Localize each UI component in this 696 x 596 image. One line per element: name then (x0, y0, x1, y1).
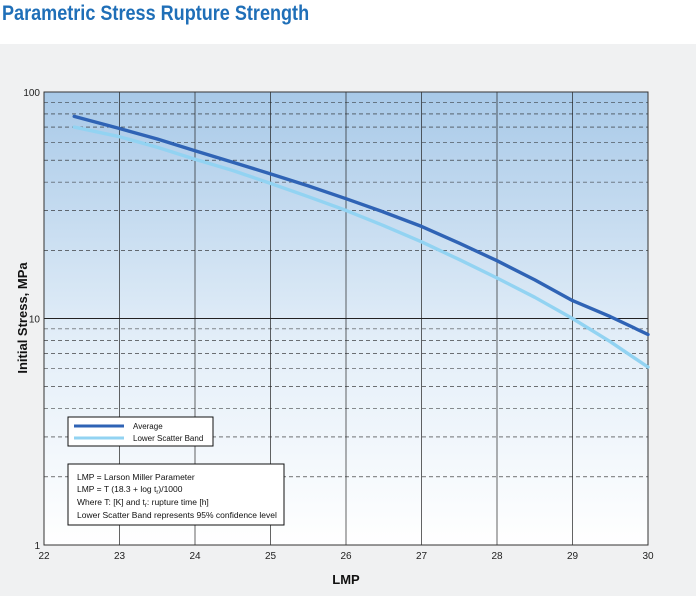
y-tick-label: 1 (34, 541, 40, 552)
page-title: Parametric Stress Rupture Strength (2, 2, 310, 25)
note-variables-b: : rupture time [h] (147, 497, 209, 507)
notes-box-frame (67, 463, 285, 526)
x-tick-label: 26 (340, 551, 352, 562)
legend-label-average: Average (133, 422, 163, 431)
x-tick-label: 30 (642, 551, 654, 562)
legend: Average Lower Scatter Band (67, 416, 214, 447)
y-axis-title: Initial Stress, MPa (15, 262, 30, 374)
legend-label-lower-scatter-band: Lower Scatter Band (133, 434, 203, 443)
note-lmp-definition: LMP = Larson Miller Parameter (77, 472, 195, 482)
x-axis-title: LMP (332, 572, 360, 587)
series-line-average (72, 114, 650, 337)
note-lmp-formula-b: )/1000 (158, 484, 182, 494)
series-lines (72, 114, 650, 369)
series-line-lower-scatter-band (72, 125, 650, 369)
note-lmp-formula: LMP = T (18.3 + log tr)/1000 (77, 484, 183, 496)
x-tick-label: 25 (265, 551, 277, 562)
x-tick-label: 22 (38, 551, 50, 562)
notes-box: LMP = Larson Miller Parameter LMP = T (1… (67, 463, 285, 526)
legend-box (67, 416, 214, 447)
x-tick-label: 29 (567, 551, 579, 562)
note-variables: Where T: [K] and tr: rupture time [h] (77, 497, 209, 509)
note-variables-a: Where T: [K] and t (77, 497, 146, 507)
plot-border (43, 91, 649, 546)
note-variables-sub: r (145, 503, 147, 509)
y-tick-label: 10 (29, 315, 41, 326)
x-tick-label: 24 (189, 551, 201, 562)
note-lmp-formula-sub: r (156, 490, 158, 496)
note-confidence: Lower Scatter Band represents 95% confid… (77, 510, 277, 520)
x-tick-label: 23 (114, 551, 126, 562)
x-tick-label: 28 (491, 551, 503, 562)
y-tick-label: 100 (23, 88, 40, 99)
x-tick-label: 27 (416, 551, 428, 562)
note-lmp-formula-a: LMP = T (18.3 + log t (77, 484, 157, 494)
tick-labels: 22 23 24 25 26 27 28 29 30 1 10 100 (23, 88, 654, 562)
